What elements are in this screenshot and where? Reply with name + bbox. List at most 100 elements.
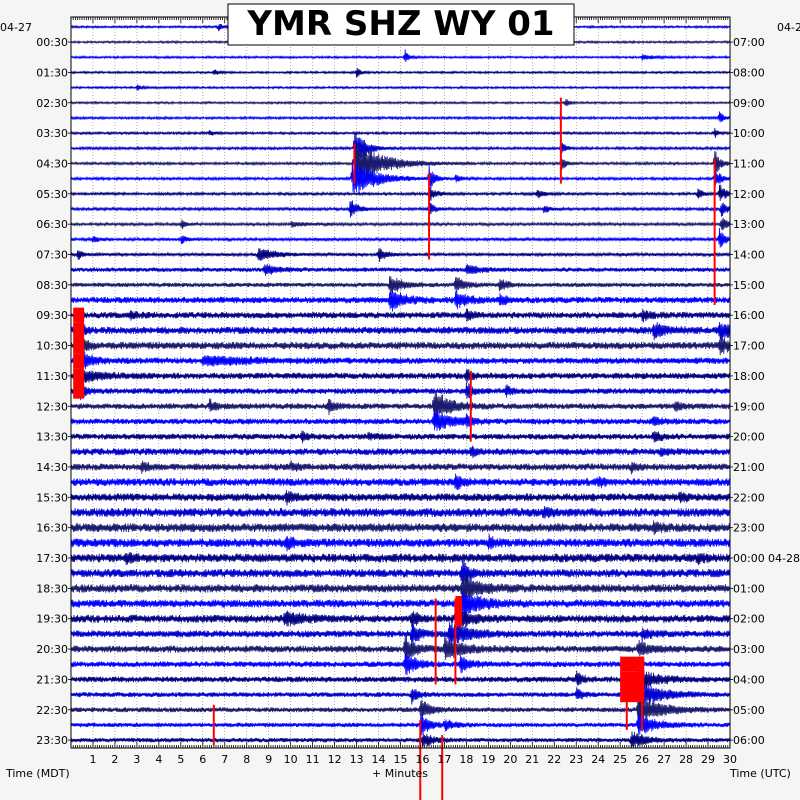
right-time-label: 13:00 (733, 218, 765, 231)
left-time-label: 03:30 (36, 127, 68, 140)
chart-title: YMR SHZ WY 01 (246, 4, 554, 44)
left-time-label: 17:30 (36, 552, 68, 565)
x-tick-label: 9 (265, 753, 272, 766)
clipped-span-2 (73, 337, 85, 354)
x-tick-label: 10 (284, 753, 298, 766)
trace-42 (70, 652, 731, 676)
clipped-span-9 (620, 671, 645, 688)
trace-32 (70, 506, 731, 519)
x-tick-label: 3 (133, 753, 140, 766)
trace-25 (70, 391, 731, 421)
left-time-label: 06:30 (36, 218, 68, 231)
right-time-label: 15:00 (733, 279, 765, 292)
trace-5 (70, 98, 731, 107)
trace-30 (70, 473, 731, 490)
trace-40 (70, 621, 731, 649)
clipped-span-0 (73, 307, 85, 323)
x-tick-label: 6 (199, 753, 206, 766)
x-tick-label: 21 (525, 753, 539, 766)
x-tick-label: 26 (635, 753, 649, 766)
x-tick-label: 19 (481, 753, 495, 766)
x-tick-label: 30 (723, 753, 737, 766)
left-time-label: 00:30 (36, 36, 68, 49)
x-tick-label: 1 (89, 753, 96, 766)
trace-15 (70, 247, 731, 263)
left-time-label: 10:30 (36, 340, 68, 353)
trace-35 (70, 552, 731, 566)
left-time-label: 13:30 (36, 431, 68, 444)
left-time-label: 15:30 (36, 491, 68, 504)
x-tick-label: 13 (350, 753, 364, 766)
right-time-label: 08:00 (733, 66, 765, 79)
x-tick-label: 25 (613, 753, 627, 766)
trace-37 (70, 575, 731, 605)
right-time-label: 18:00 (733, 370, 765, 383)
left-time-label: 21:30 (36, 673, 68, 686)
trace-34 (70, 533, 731, 552)
clipped-span-3 (73, 353, 85, 369)
left-time-label: 14:30 (36, 461, 68, 474)
left-time-label: 08:30 (36, 279, 68, 292)
right-axis-label: Time (UTC) (729, 767, 791, 780)
right-time-label: 14:00 (733, 249, 765, 262)
x-tick-label: 15 (394, 753, 408, 766)
left-time-label: 11:30 (36, 370, 68, 383)
trace-36 (70, 560, 731, 585)
left-time-label: 09:30 (36, 309, 68, 322)
clipped-span-8 (620, 656, 645, 672)
left-time-label: 18:30 (36, 582, 68, 595)
clipped-span-10 (620, 687, 645, 703)
x-tick-label: 8 (243, 753, 250, 766)
clipped-span-7 (455, 611, 463, 627)
trace-6 (70, 111, 731, 123)
trace-26 (70, 410, 731, 431)
right-time-label: 02:00 (733, 613, 765, 626)
x-tick-label: 12 (328, 753, 342, 766)
right-time-label: 11:00 (733, 157, 765, 170)
left-time-label: 20:30 (36, 643, 68, 656)
trace-2 (70, 49, 731, 63)
left-time-label: 22:30 (36, 704, 68, 717)
trace-12 (70, 200, 731, 218)
right-time-label: 16:00 (733, 309, 765, 322)
right-time-label: 17:00 (733, 340, 765, 353)
trace-14 (70, 227, 731, 248)
right-time-label: 19:00 (733, 400, 765, 413)
trace-24 (70, 379, 731, 401)
left-date-label: 04-27 (0, 21, 32, 34)
x-tick-label: 4 (155, 753, 162, 766)
left-time-axis: 00:30 01:30 02:30 03:30 04:30 05:30 06:30 07:30… (36, 36, 68, 747)
x-tick-label: 7 (221, 753, 228, 766)
trace-19 (70, 308, 731, 323)
trace-39 (70, 606, 731, 632)
x-tick-label: 2 (111, 753, 118, 766)
clipped-span-6 (455, 595, 463, 612)
right-time-label: 03:00 (733, 643, 765, 656)
trace-33 (70, 520, 731, 535)
trace-7 (70, 128, 731, 138)
left-time-label: 19:30 (36, 613, 68, 626)
x-tick-label: 24 (591, 753, 605, 766)
clipped-signal-markers (73, 97, 716, 800)
x-tick-label: 5 (177, 753, 184, 766)
x-tick-label: 18 (459, 753, 473, 766)
trace-13 (70, 217, 731, 231)
trace-47 (70, 731, 731, 749)
trace-3 (70, 67, 731, 78)
trace-22 (70, 352, 731, 371)
right-time-label: 06:00 (733, 734, 765, 747)
left-time-label: 12:30 (36, 400, 68, 413)
trace-38 (70, 590, 731, 618)
trace-9 (70, 143, 731, 186)
trace-44 (70, 680, 731, 707)
trace-10 (70, 159, 731, 194)
trace-41 (70, 634, 731, 662)
right-time-label: 01:00 (733, 582, 765, 595)
clipped-span-1 (73, 322, 85, 338)
x-tick-label: 11 (306, 753, 320, 766)
clipped-span-5 (73, 383, 85, 399)
left-time-label: 05:30 (36, 188, 68, 201)
x-tick-label: 28 (679, 753, 693, 766)
x-tick-label: 27 (657, 753, 671, 766)
